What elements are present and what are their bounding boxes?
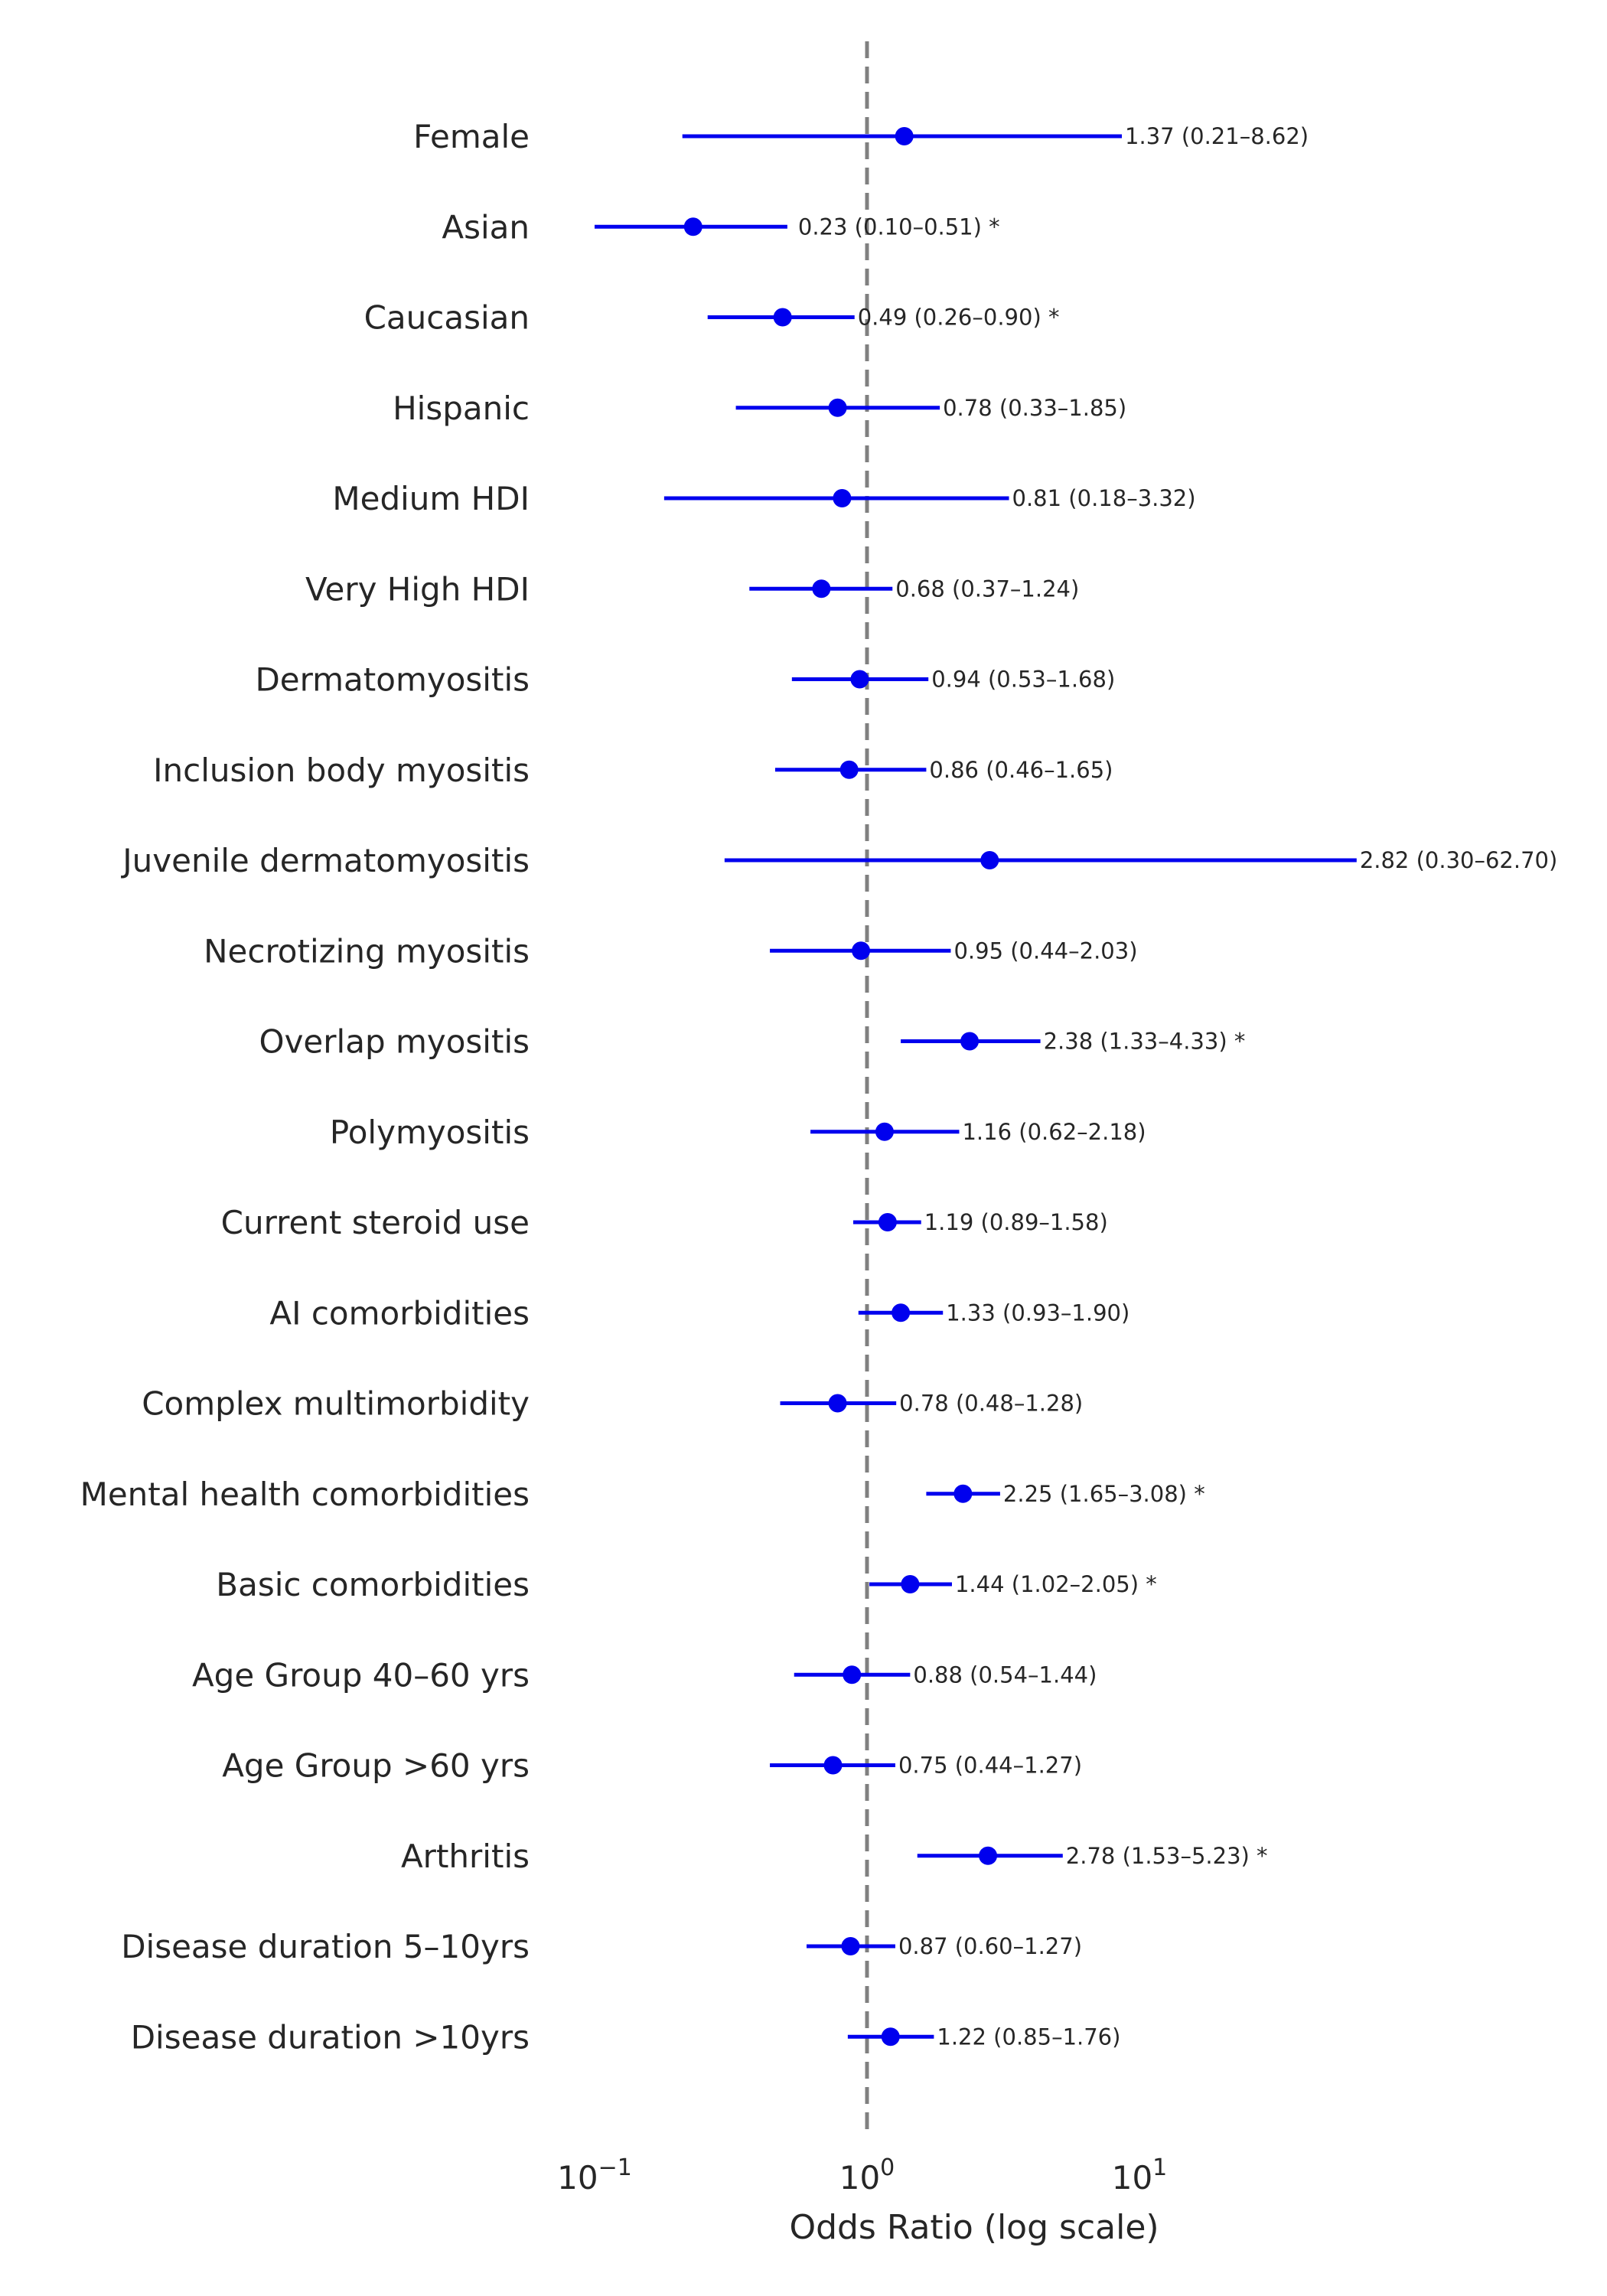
x-axis-title: Odds Ratio (log scale) [789, 2208, 1159, 2247]
category-label: Disease duration 5–10yrs [121, 1928, 530, 1965]
forest-row: Disease duration 5–10yrs 0.87 (0.60–1.27) [121, 1928, 1082, 1965]
or-point [839, 760, 859, 779]
category-label: Inclusion body myositis [153, 752, 530, 789]
or-annotation: 0.75 (0.44–1.27) [898, 1753, 1082, 1779]
or-point [683, 217, 702, 236]
forest-row: Polymyositis 1.16 (0.62–2.18) [330, 1114, 1146, 1151]
or-point [812, 579, 831, 598]
forest-row: Caucasian 0.49 (0.26–0.90) * [364, 299, 1060, 337]
or-point [979, 1846, 998, 1865]
or-point [773, 308, 792, 327]
or-annotation: 1.22 (0.85–1.76) [937, 2024, 1120, 2050]
or-point [828, 1394, 847, 1413]
category-label: Basic comorbidities [216, 1566, 530, 1603]
or-point [841, 1937, 860, 1955]
or-annotation: 1.44 (1.02–2.05) * [955, 1571, 1157, 1597]
or-annotation: 2.38 (1.33–4.33) * [1044, 1029, 1246, 1055]
or-point [960, 1032, 980, 1051]
or-point [980, 851, 999, 869]
or-point [875, 1122, 894, 1141]
or-annotation: 0.68 (0.37–1.24) [895, 576, 1079, 602]
category-label: Age Group >60 yrs [222, 1747, 530, 1785]
or-annotation: 0.81 (0.18–3.32) [1012, 485, 1196, 511]
x-tick-label: 101 [1112, 2154, 1168, 2197]
category-label: AI comorbidities [269, 1294, 530, 1332]
forest-row: Necrotizing myositis 0.95 (0.44–2.03) [204, 932, 1137, 970]
forest-row: Age Group >60 yrs 0.75 (0.44–1.27) [222, 1747, 1082, 1785]
or-annotation: 2.78 (1.53–5.23) * [1066, 1843, 1268, 1869]
category-label: Complex multimorbidity [142, 1385, 530, 1423]
or-point [878, 1213, 897, 1231]
category-label: Caucasian [364, 299, 530, 337]
or-point [881, 2027, 900, 2047]
forest-row: Current steroid use 1.19 (0.89–1.58) [221, 1204, 1108, 1241]
category-label: Asian [442, 208, 530, 246]
or-point [850, 670, 869, 689]
or-annotation: 2.82 (0.30–62.70) [1360, 847, 1558, 873]
forest-row: Basic comorbidities 1.44 (1.02–2.05) * [216, 1566, 1157, 1603]
or-annotation: 0.23 (0.10–0.51) * [798, 214, 1000, 240]
category-label: Hispanic [393, 390, 530, 427]
or-point [953, 1484, 973, 1503]
forest-row: Inclusion body myositis 0.86 (0.46–1.65) [153, 752, 1113, 789]
or-point [895, 127, 914, 145]
or-annotation: 1.16 (0.62–2.18) [962, 1119, 1146, 1145]
category-label: Disease duration >10yrs [131, 2018, 530, 2056]
or-point [852, 941, 871, 960]
category-label: Juvenile dermatomyositis [120, 842, 530, 879]
or-point [833, 489, 852, 507]
forest-row: AI comorbidities 1.33 (0.93–1.90) [269, 1294, 1129, 1332]
or-annotation: 0.49 (0.26–0.90) * [858, 305, 1060, 331]
category-label: Medium HDI [332, 480, 530, 517]
category-label: Very High HDI [305, 570, 530, 608]
forest-row: Complex multimorbidity 0.78 (0.48–1.28) [142, 1385, 1083, 1423]
or-annotation: 0.88 (0.54–1.44) [913, 1662, 1097, 1688]
category-label: Necrotizing myositis [204, 932, 530, 970]
category-label: Arthritis [401, 1838, 530, 1875]
forest-row: Arthritis 2.78 (1.53–5.23) * [401, 1838, 1268, 1875]
forest-row: Very High HDI 0.68 (0.37–1.24) [305, 570, 1079, 608]
or-annotation: 0.94 (0.53–1.68) [931, 667, 1115, 693]
or-annotation: 0.87 (0.60–1.27) [898, 1933, 1082, 1959]
forest-row: Disease duration >10yrs 1.22 (0.85–1.76) [131, 2018, 1121, 2056]
or-point [892, 1303, 911, 1322]
category-label: Polymyositis [330, 1114, 530, 1151]
category-label: Mental health comorbidities [80, 1476, 530, 1513]
x-tick-label: 100 [839, 2154, 895, 2197]
or-point [843, 1665, 862, 1684]
or-annotation: 1.33 (0.93–1.90) [946, 1300, 1129, 1326]
forest-row: Medium HDI 0.81 (0.18–3.32) [332, 480, 1195, 517]
category-label: Overlap myositis [259, 1023, 530, 1061]
category-label: Current steroid use [221, 1204, 530, 1241]
category-label: Age Group 40–60 yrs [192, 1656, 530, 1694]
or-annotation: 0.78 (0.33–1.85) [943, 395, 1126, 421]
or-annotation: 0.86 (0.46–1.65) [929, 757, 1113, 783]
category-label: Female [413, 118, 530, 155]
forest-row: Juvenile dermatomyositis 2.82 (0.30–62.70… [120, 842, 1557, 879]
or-annotation: 0.95 (0.44–2.03) [953, 938, 1137, 964]
or-annotation: 2.25 (1.65–3.08) * [1003, 1481, 1205, 1507]
forest-row: Female 1.37 (0.21–8.62) [413, 118, 1309, 155]
forest-row: Asian 0.23 (0.10–0.51) * [442, 208, 999, 246]
forest-row: Mental health comorbidities 2.25 (1.65–3.… [80, 1476, 1205, 1513]
or-annotation: 1.37 (0.21–8.62) [1125, 123, 1309, 149]
or-annotation: 0.78 (0.48–1.28) [899, 1391, 1083, 1417]
category-label: Dermatomyositis [255, 661, 530, 699]
or-point [828, 398, 847, 417]
or-annotation: 1.19 (0.89–1.58) [924, 1209, 1108, 1235]
forest-row: Hispanic 0.78 (0.33–1.85) [393, 390, 1126, 427]
x-tick-label: 10−1 [557, 2154, 632, 2197]
forest-row: Age Group 40–60 yrs 0.88 (0.54–1.44) [192, 1656, 1097, 1694]
forest-row: Dermatomyositis 0.94 (0.53–1.68) [255, 661, 1115, 699]
or-point [823, 1756, 843, 1775]
forest-row: Overlap myositis 2.38 (1.33–4.33) * [259, 1023, 1246, 1061]
or-point [901, 1575, 920, 1593]
